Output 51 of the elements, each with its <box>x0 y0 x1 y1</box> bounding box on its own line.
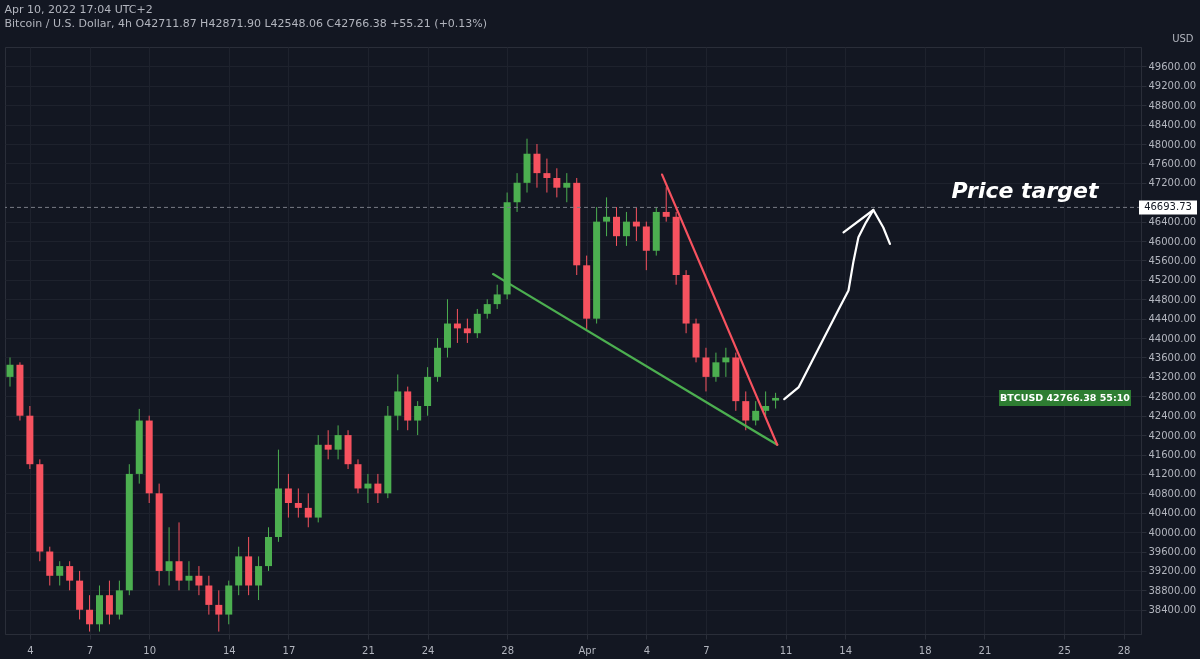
y-tick-label: 43200.00 <box>1148 371 1197 383</box>
chart-title: Apr 10, 2022 17:04 UTC+2 <box>4 3 153 16</box>
ref-line-label: 46693.73 <box>1144 201 1192 213</box>
y-tick-label: 42800.00 <box>1148 390 1197 402</box>
y-tick-label: 39600.00 <box>1148 546 1197 558</box>
y-tick-label: 42000.00 <box>1148 429 1197 441</box>
x-tick-label: 21 <box>978 644 992 656</box>
y-tick-label: 49600.00 <box>1148 60 1197 72</box>
x-tick-label: 14 <box>839 644 853 656</box>
y-tick-label: 44000.00 <box>1148 332 1197 344</box>
y-tick-label: 43600.00 <box>1148 351 1197 363</box>
annotation: Price target <box>951 178 1100 204</box>
y-tick-label: 39200.00 <box>1148 565 1197 577</box>
y-tick-label: 48400.00 <box>1148 119 1197 131</box>
x-tick-label: 7 <box>703 644 710 656</box>
x-tick-label: 4 <box>643 644 651 656</box>
x-tick-label: Apr <box>578 644 597 656</box>
y-tick-label: 49200.00 <box>1148 80 1197 92</box>
y-tick-label: 46000.00 <box>1148 235 1197 247</box>
y-tick-label: 42400.00 <box>1148 410 1197 422</box>
x-tick-label: 28 <box>1117 644 1131 656</box>
y-tick-label: 40800.00 <box>1148 487 1197 499</box>
y-tick-label: 38800.00 <box>1148 584 1197 596</box>
x-tick-label: 10 <box>143 644 157 656</box>
y-tick-label: 44800.00 <box>1148 293 1197 305</box>
x-tick-label: 24 <box>421 644 435 656</box>
y-tick-label: 46400.00 <box>1148 216 1197 228</box>
x-tick-label: 7 <box>86 644 94 656</box>
x-tick-label: 21 <box>362 644 375 656</box>
y-tick-label: 45200.00 <box>1148 274 1197 286</box>
x-tick-label: 25 <box>1058 644 1071 656</box>
y-tick-label: 48000.00 <box>1148 138 1197 150</box>
y-axis-title: USD <box>1172 32 1194 44</box>
x-tick-label: 18 <box>918 644 932 656</box>
y-tick-label: 47200.00 <box>1148 177 1197 189</box>
y-tick-label: 40400.00 <box>1148 507 1197 519</box>
y-tick-label: 48800.00 <box>1148 99 1197 111</box>
y-tick-label: 44400.00 <box>1148 313 1197 325</box>
x-tick-label: 4 <box>27 644 34 656</box>
y-tick-label: 38400.00 <box>1148 604 1197 616</box>
y-tick-label: 41600.00 <box>1148 449 1197 460</box>
x-tick-label: 17 <box>282 644 296 656</box>
y-tick-label: 40000.00 <box>1148 526 1197 538</box>
x-tick-label: 11 <box>779 644 793 656</box>
chart-subtitle: Bitcoin / U.S. Dollar, 4h O42711.87 H42871.90 L42548.06 C42766.38 +55.21 (+0.13%) <box>4 17 488 30</box>
annotation: BTCUSD 42766.38 55:10 <box>1000 391 1131 403</box>
y-tick-label: 41200.00 <box>1148 468 1197 480</box>
y-tick-label: 47600.00 <box>1148 157 1197 169</box>
x-tick-label: 28 <box>501 644 514 656</box>
y-tick-label: 45600.00 <box>1148 254 1197 266</box>
x-tick-label: 14 <box>222 644 236 656</box>
